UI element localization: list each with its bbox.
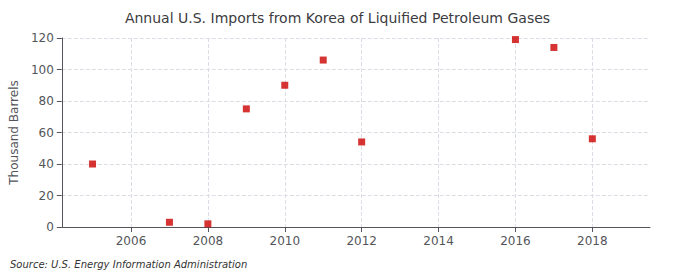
svg-text:0: 0 [46,220,54,234]
svg-text:120: 120 [31,31,54,45]
svg-text:2014: 2014 [423,234,454,248]
svg-text:2018: 2018 [577,234,608,248]
svg-text:80: 80 [39,94,54,108]
svg-text:100: 100 [31,63,54,77]
svg-text:Source: U.S. Energy Informatio: Source: U.S. Energy Information Administ… [10,259,247,270]
svg-text:2010: 2010 [270,234,301,248]
svg-text:60: 60 [39,126,54,140]
svg-text:20: 20 [39,189,54,203]
svg-text:2006: 2006 [116,234,147,248]
svg-text:2008: 2008 [193,234,224,248]
svg-text:Annual U.S. Imports from Korea: Annual U.S. Imports from Korea of Liquif… [125,10,550,26]
svg-text:2016: 2016 [500,234,531,248]
svg-text:Thousand Barrels: Thousand Barrels [7,80,21,185]
svg-text:2012: 2012 [346,234,377,248]
svg-text:40: 40 [39,157,54,171]
